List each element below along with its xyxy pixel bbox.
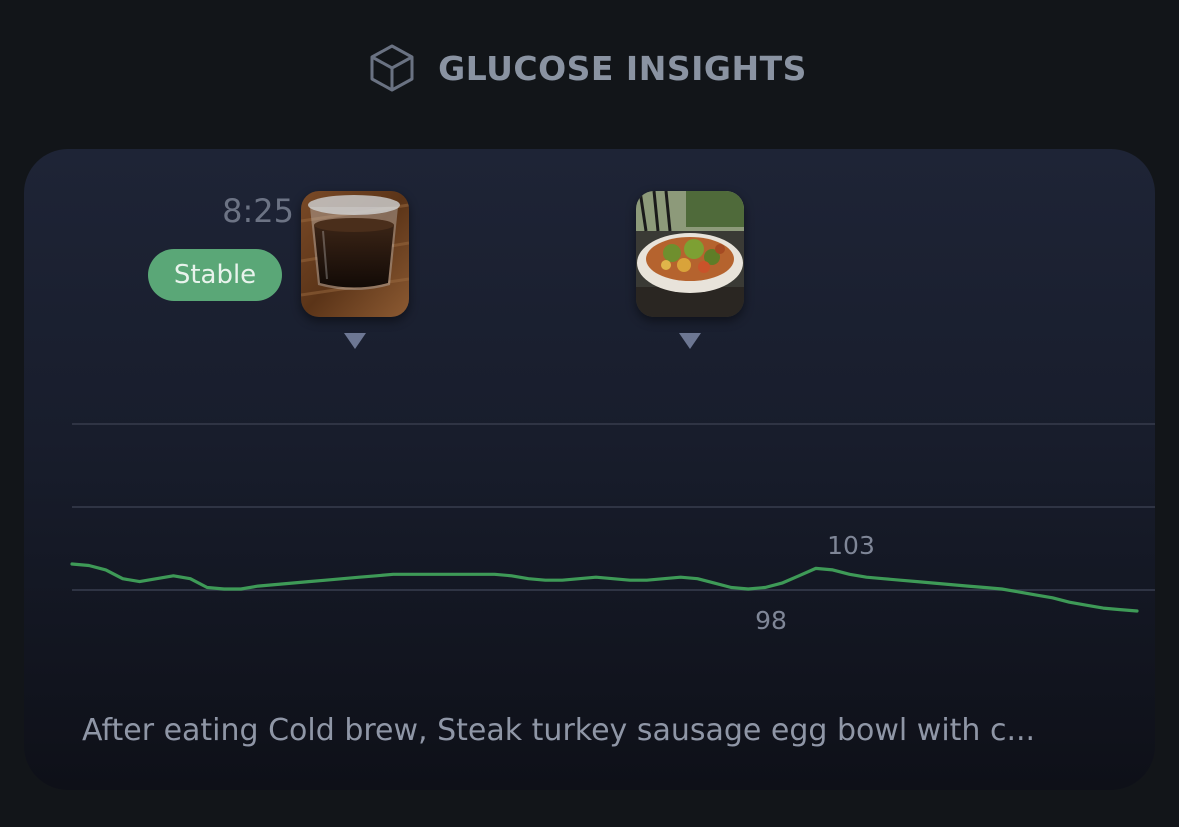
egg-bowl-photo[interactable] [636,191,744,317]
time-label: 8:25 [222,192,294,230]
status-badge: Stable [148,249,282,301]
header: GLUCOSE INSIGHTS [0,36,1179,100]
glucose-trace [70,562,1139,613]
meal-marker-2 [679,333,701,349]
page-title: GLUCOSE INSIGHTS [438,48,807,88]
meal-caption: After eating Cold brew, Steak turkey sau… [82,713,1036,748]
low-label: 98 [755,606,787,635]
peak-label: 103 [827,531,875,560]
glucose-chart: 103 98 [70,423,1155,635]
meal-marker-1 [344,333,366,349]
cold-brew-photo[interactable] [301,191,409,317]
cube-icon [370,44,414,92]
glucose-insight-card[interactable]: 8:25 Stable [24,149,1155,790]
